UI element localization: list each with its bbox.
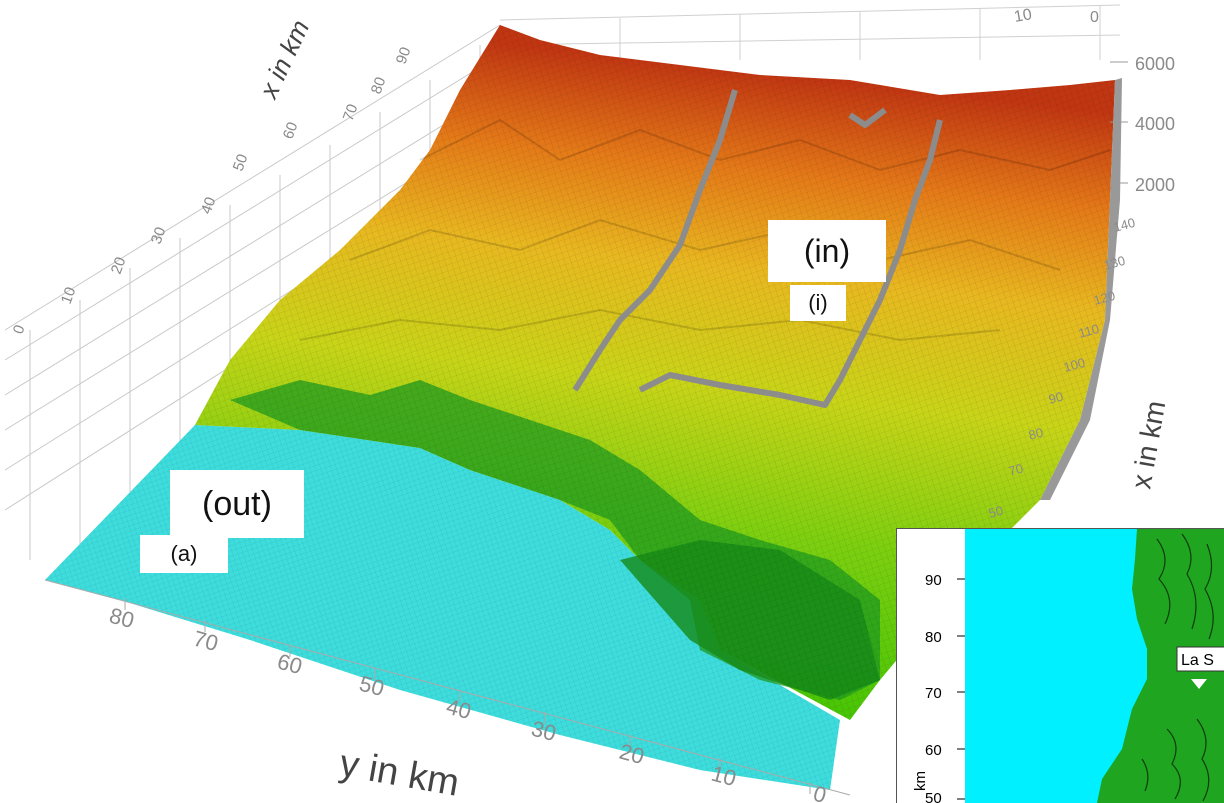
y-tick: 50 xyxy=(357,671,387,701)
label-i: (i) xyxy=(790,285,846,321)
z-tick: 2000 xyxy=(1135,175,1175,195)
y-tick: 60 xyxy=(275,649,305,679)
place-label-box xyxy=(1176,646,1224,672)
x-tick-right: 140 xyxy=(1112,215,1137,235)
x-tick-right: 120 xyxy=(1092,288,1117,308)
x-tick-left: 80 xyxy=(368,75,390,96)
x-tick-right: 100 xyxy=(1062,355,1087,375)
inset-y-tick: 90 xyxy=(925,572,942,589)
y-tick: 10 xyxy=(709,761,739,791)
z-tick: 6000 xyxy=(1135,54,1175,74)
x-tick-left: 10 xyxy=(58,285,80,306)
x-ticks-right: 140 130 120 110 100 90 80 70 50 xyxy=(987,215,1137,521)
label-a: (a) xyxy=(140,535,228,573)
x-ticks-top: 10 0 xyxy=(1013,6,1099,26)
x-tick-left: 0 xyxy=(10,323,29,337)
x-tick-left: 60 xyxy=(280,120,302,141)
x-tick-left: 20 xyxy=(108,255,130,276)
x-tick-left: 30 xyxy=(148,225,170,246)
x-tick-right: 70 xyxy=(1007,461,1025,479)
z-axis: 6000 4000 2000 xyxy=(1110,54,1175,195)
x-tick-right: 130 xyxy=(1102,253,1127,273)
x-tick-top: 10 xyxy=(1013,6,1034,26)
y-tick: 40 xyxy=(444,694,474,724)
x-tick-right: 80 xyxy=(1027,425,1045,443)
inset-y-tick: 50 xyxy=(925,790,942,803)
inset-land xyxy=(1097,529,1224,803)
inset-y-tick: 80 xyxy=(925,629,942,646)
place-label: La S xyxy=(1181,652,1214,669)
x-tick-right: 50 xyxy=(987,503,1005,521)
back-grid-top xyxy=(499,4,1121,60)
z-tick: 4000 xyxy=(1135,114,1175,134)
inset-axis-label: km xyxy=(912,771,929,791)
y-tick: 70 xyxy=(191,626,221,656)
inset-y-tick: 60 xyxy=(925,742,942,759)
inset-map: La S 90 80 70 60 50 km xyxy=(896,528,1224,803)
y-tick: 0 xyxy=(811,781,829,802)
x-axis-label-right: x in km xyxy=(1125,398,1171,491)
place-marker-icon xyxy=(1191,679,1207,689)
x-tick-left: 90 xyxy=(393,45,415,66)
x-tick-left: 50 xyxy=(230,152,252,173)
x-tick-left: 40 xyxy=(198,195,220,216)
terrain-side-wall xyxy=(1040,78,1122,500)
x-tick-top: 0 xyxy=(1090,9,1099,26)
y-ticks: 80 70 60 50 40 30 20 10 0 xyxy=(107,603,829,802)
y-tick: 30 xyxy=(529,716,559,746)
inset-contours xyxy=(1141,533,1214,802)
river-channels xyxy=(572,89,943,408)
y-axis-label: y in km xyxy=(336,743,462,802)
ridge-lines xyxy=(299,118,1111,342)
y-tick: 20 xyxy=(617,739,647,769)
x-axis-label-left: x in km xyxy=(252,15,315,104)
x-tick-right: 110 xyxy=(1077,321,1101,341)
label-in: (in) xyxy=(768,220,886,282)
label-out: (out) xyxy=(170,470,304,538)
y-tick: 80 xyxy=(107,603,137,633)
y-axis xyxy=(44,579,851,796)
x-tick-left: 70 xyxy=(340,102,362,123)
x-tick-right: 90 xyxy=(1047,389,1065,407)
inset-y-axis xyxy=(957,578,965,800)
inset-y-tick: 70 xyxy=(925,685,942,702)
